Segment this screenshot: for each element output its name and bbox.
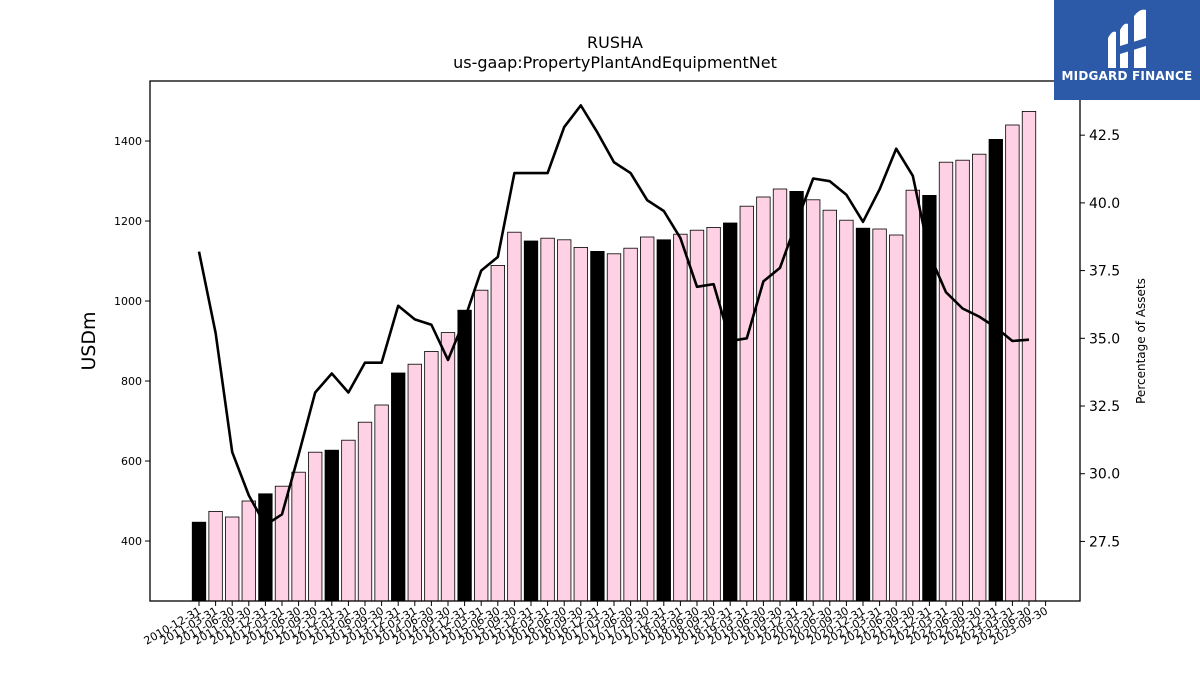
y-tick-label: 400 [121,535,142,548]
bar [723,222,738,602]
bar [905,189,920,602]
bar [590,250,605,602]
bar [507,231,522,602]
y2-axis-label: Percentage of Assets [1134,278,1148,404]
bar [407,363,422,602]
y2-tick-label: 35.0 [1089,331,1120,347]
bar [208,510,223,602]
bar [955,159,970,602]
y2-tick-label: 32.5 [1089,399,1120,415]
bar [938,161,954,602]
bar [988,138,1003,602]
chart-subtitle: us-gaap:PropertyPlantAndEquipmentNet [453,53,777,72]
y-axis-left: 400 600 800 1000 1200 1400 [114,135,150,548]
chart-title: RUSHA [587,33,643,52]
bar [606,253,622,602]
bar [374,404,389,602]
bar [557,239,572,602]
bar [457,309,472,602]
bar [573,246,588,602]
y2-tick-label: 40.0 [1089,196,1120,212]
y-tick-label: 1400 [114,135,142,148]
bar [1021,111,1037,602]
plot-frame [149,80,1081,602]
bar [324,449,339,602]
y-tick-label: 800 [121,375,142,388]
bar [308,451,323,602]
bar [889,234,904,602]
y2-tick-label: 42.5 [1089,128,1120,144]
logo-mark-icon [1108,9,1146,68]
y2-tick-label: 30.0 [1089,467,1120,483]
bar [640,236,655,602]
midgard-finance-logo: MIDGARD FINANCE [1054,0,1200,100]
y-tick-label: 600 [121,455,142,468]
bar [872,228,887,602]
bar [540,237,555,602]
y-axis-label: USDm [78,311,100,370]
bar [440,332,456,602]
bar [789,190,804,602]
y-tick-label: 1000 [114,295,142,308]
bar [191,521,207,602]
bar-series [191,111,1037,602]
bar [673,233,688,602]
bar [1005,124,1020,602]
bar [274,485,290,602]
bar [258,493,273,602]
bar [972,153,987,602]
bar [424,350,439,602]
y-tick-label: 1200 [114,215,142,228]
bar [523,240,539,602]
series-line [197,104,1030,527]
y2-tick-label: 27.5 [1089,534,1120,550]
bar [241,500,256,602]
bar [341,439,356,602]
bar [756,196,771,602]
x-axis: 2010-12-312011-03-312011-06-302011-09-30… [142,601,1050,648]
bar [357,421,373,602]
line-series [197,104,1030,527]
bar [474,289,489,602]
bar [855,227,871,602]
bar [490,264,505,602]
bar [822,209,837,602]
bar [391,372,406,602]
bar [291,471,306,602]
bar [739,205,754,602]
bar [225,516,240,602]
bar [623,247,638,602]
logo-text: MIDGARD FINANCE [1061,69,1193,83]
y2-tick-label: 37.5 [1089,264,1120,280]
bar [806,199,821,602]
bar [772,188,788,602]
bar [656,239,671,602]
bar [839,219,854,602]
y-axis-right: 27.5 30.0 32.5 35.0 37.5 40.0 42.5 [1080,128,1120,550]
